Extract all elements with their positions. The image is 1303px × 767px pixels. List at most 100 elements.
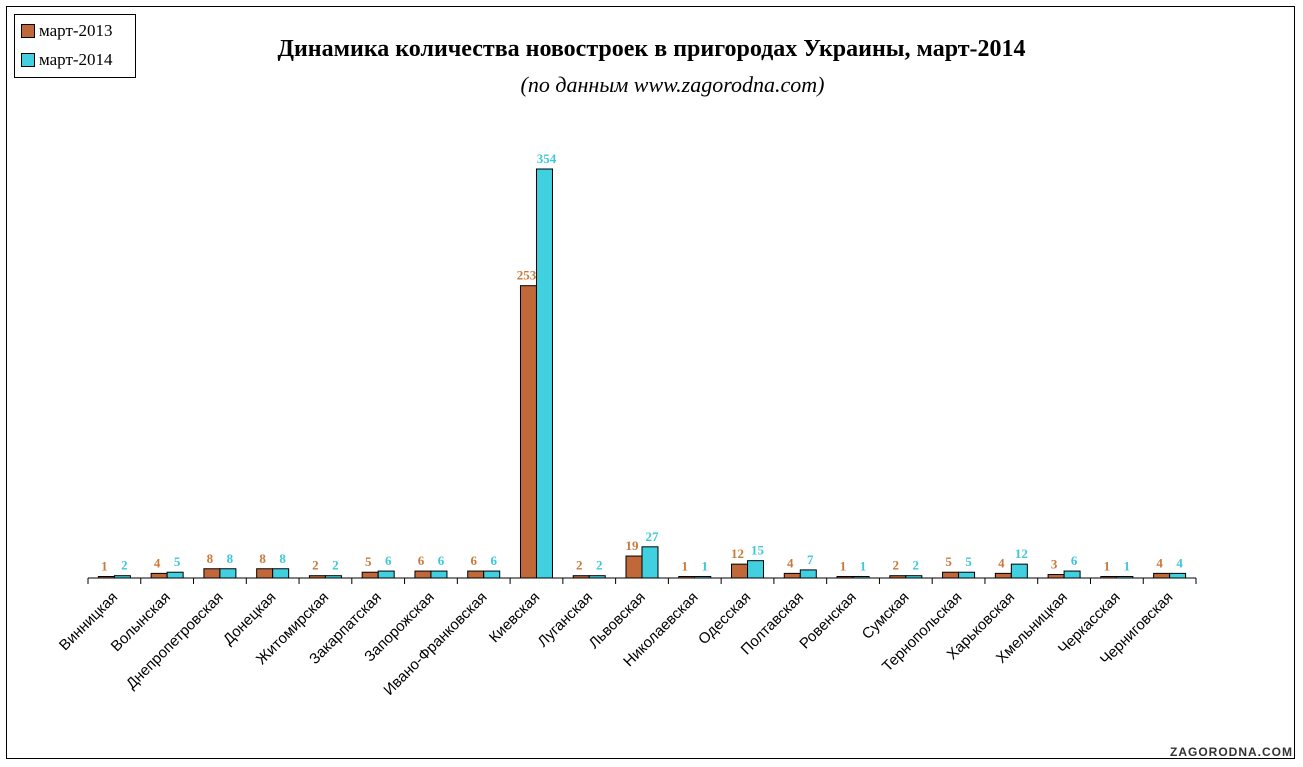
bar	[166, 571, 184, 579]
bar	[641, 546, 659, 579]
data-label: 12	[1015, 546, 1028, 561]
data-label: 1	[702, 559, 709, 574]
bar	[519, 285, 537, 579]
data-label: 5	[965, 554, 972, 569]
bar	[1100, 576, 1118, 579]
data-label: 27	[646, 529, 660, 544]
data-label: 1	[1104, 559, 1111, 574]
data-label: 12	[731, 546, 744, 561]
data-label: 1	[840, 559, 847, 574]
data-label: 2	[893, 558, 900, 573]
data-label: 4	[154, 555, 161, 570]
bar	[430, 570, 448, 579]
data-label: 2	[121, 558, 128, 573]
legend-swatch	[21, 53, 35, 67]
bar	[1063, 570, 1081, 579]
data-label: 1	[1124, 559, 1131, 574]
bar	[377, 570, 395, 579]
bar	[588, 575, 606, 579]
data-label: 2	[312, 558, 319, 573]
bar	[256, 568, 274, 579]
data-label: 4	[998, 555, 1005, 570]
bar	[1153, 572, 1171, 579]
bar	[625, 555, 643, 579]
x-tick-label: Сумская	[859, 589, 913, 643]
watermark: ZAGORODNA.COM	[1170, 745, 1293, 759]
bar	[414, 570, 432, 579]
data-label: 8	[227, 551, 234, 566]
bar	[150, 572, 168, 579]
bar	[994, 572, 1012, 579]
data-label: 6	[470, 553, 477, 568]
bar	[535, 168, 553, 579]
bar	[203, 568, 221, 579]
bar	[747, 560, 765, 579]
data-label: 3	[1051, 557, 1058, 572]
data-label: 15	[751, 543, 765, 558]
bar	[889, 575, 907, 579]
bar	[942, 571, 960, 579]
data-label: 4	[1176, 555, 1183, 570]
bar	[1116, 576, 1134, 579]
bar	[799, 569, 817, 579]
bar	[783, 572, 801, 579]
data-label: 6	[438, 553, 445, 568]
legend-label: март-2013	[39, 21, 113, 40]
bar	[467, 570, 485, 579]
bar	[1169, 572, 1187, 579]
bar	[731, 563, 749, 579]
data-label: 4	[1156, 555, 1163, 570]
chart-subtitle: (по данным www.zagorodna.com)	[520, 72, 825, 97]
data-label: 6	[418, 553, 425, 568]
bar	[1010, 563, 1028, 579]
data-label: 8	[279, 551, 286, 566]
bar	[97, 576, 115, 579]
data-label: 354	[537, 151, 557, 166]
legend: март-2013 март-2014	[14, 14, 136, 78]
bar	[678, 576, 696, 579]
chart-frame	[6, 6, 1295, 759]
data-label: 8	[259, 551, 266, 566]
data-label: 253	[517, 268, 537, 283]
bar	[694, 576, 712, 579]
bar	[1047, 574, 1065, 579]
data-label: 1	[101, 559, 108, 574]
data-label: 2	[332, 558, 339, 573]
bar	[219, 568, 237, 579]
data-label: 6	[490, 553, 497, 568]
data-label: 5	[365, 554, 372, 569]
data-label: 8	[207, 551, 214, 566]
data-label: 5	[174, 554, 181, 569]
chart-title: Динамика количества новостроек в пригоро…	[277, 36, 1026, 62]
bar	[572, 575, 590, 579]
data-label: 2	[596, 558, 603, 573]
data-label: 2	[913, 558, 920, 573]
bar	[308, 575, 326, 579]
legend-item: март-2014	[21, 50, 113, 70]
data-label: 6	[1071, 553, 1078, 568]
data-label: 7	[807, 552, 814, 567]
bar	[905, 575, 923, 579]
bar	[958, 571, 976, 579]
data-label: 5	[945, 554, 952, 569]
data-label: 1	[682, 559, 689, 574]
bar	[836, 576, 854, 579]
bar	[483, 570, 501, 579]
data-label: 6	[385, 553, 392, 568]
bar	[272, 568, 290, 579]
data-label: 19	[626, 538, 640, 553]
legend-swatch	[21, 24, 35, 38]
bar	[113, 575, 131, 579]
data-label: 1	[860, 559, 867, 574]
x-tick-label: Ивано-Франковская	[380, 589, 490, 699]
x-tick-label: Ровенская	[796, 589, 860, 653]
bar	[852, 576, 870, 579]
legend-item: март-2013	[21, 21, 113, 41]
bar	[361, 571, 379, 579]
bar	[324, 575, 342, 579]
data-label: 2	[576, 558, 583, 573]
data-label: 4	[787, 555, 794, 570]
x-tick-label: Днепропетровская	[123, 589, 227, 693]
legend-label: март-2014	[39, 50, 113, 69]
